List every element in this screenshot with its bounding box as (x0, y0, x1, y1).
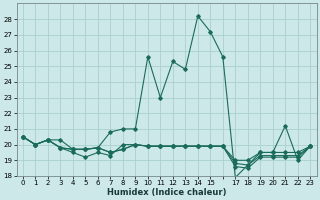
X-axis label: Humidex (Indice chaleur): Humidex (Indice chaleur) (107, 188, 226, 197)
